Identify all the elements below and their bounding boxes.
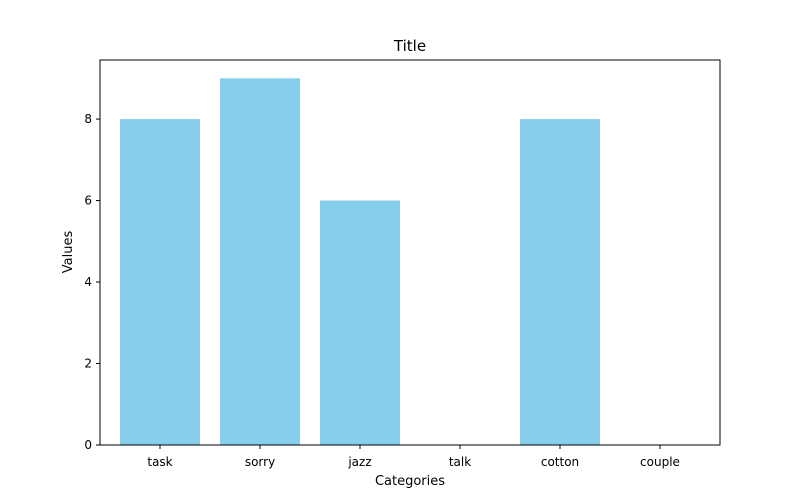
bars-group [120,78,600,445]
y-tick-label: 6 [84,194,92,208]
x-tick-label: jazz [347,455,371,469]
x-tick-label: couple [640,455,680,469]
y-axis-ticks: 0 2 4 6 8 [84,112,100,452]
x-tick-label: talk [449,455,471,469]
bar-cotton [520,119,600,445]
y-axis-label: Values [61,231,76,274]
plot-frame [99,59,721,446]
x-tick-label: sorry [245,455,275,469]
x-tick-label: task [147,455,172,469]
bar-jazz [320,200,400,445]
y-tick-label: 4 [84,275,92,289]
x-tick-label: cotton [541,455,579,469]
bar-sorry [220,78,300,445]
bar-task [120,119,200,445]
chart-title: Title [393,37,426,55]
y-tick-label: 2 [84,357,92,371]
y-tick-label: 8 [84,112,92,126]
y-tick-label: 0 [84,438,92,452]
x-axis-label: Categories [375,474,445,489]
x-axis-ticks: task sorry jazz talk cotton couple [147,445,680,469]
